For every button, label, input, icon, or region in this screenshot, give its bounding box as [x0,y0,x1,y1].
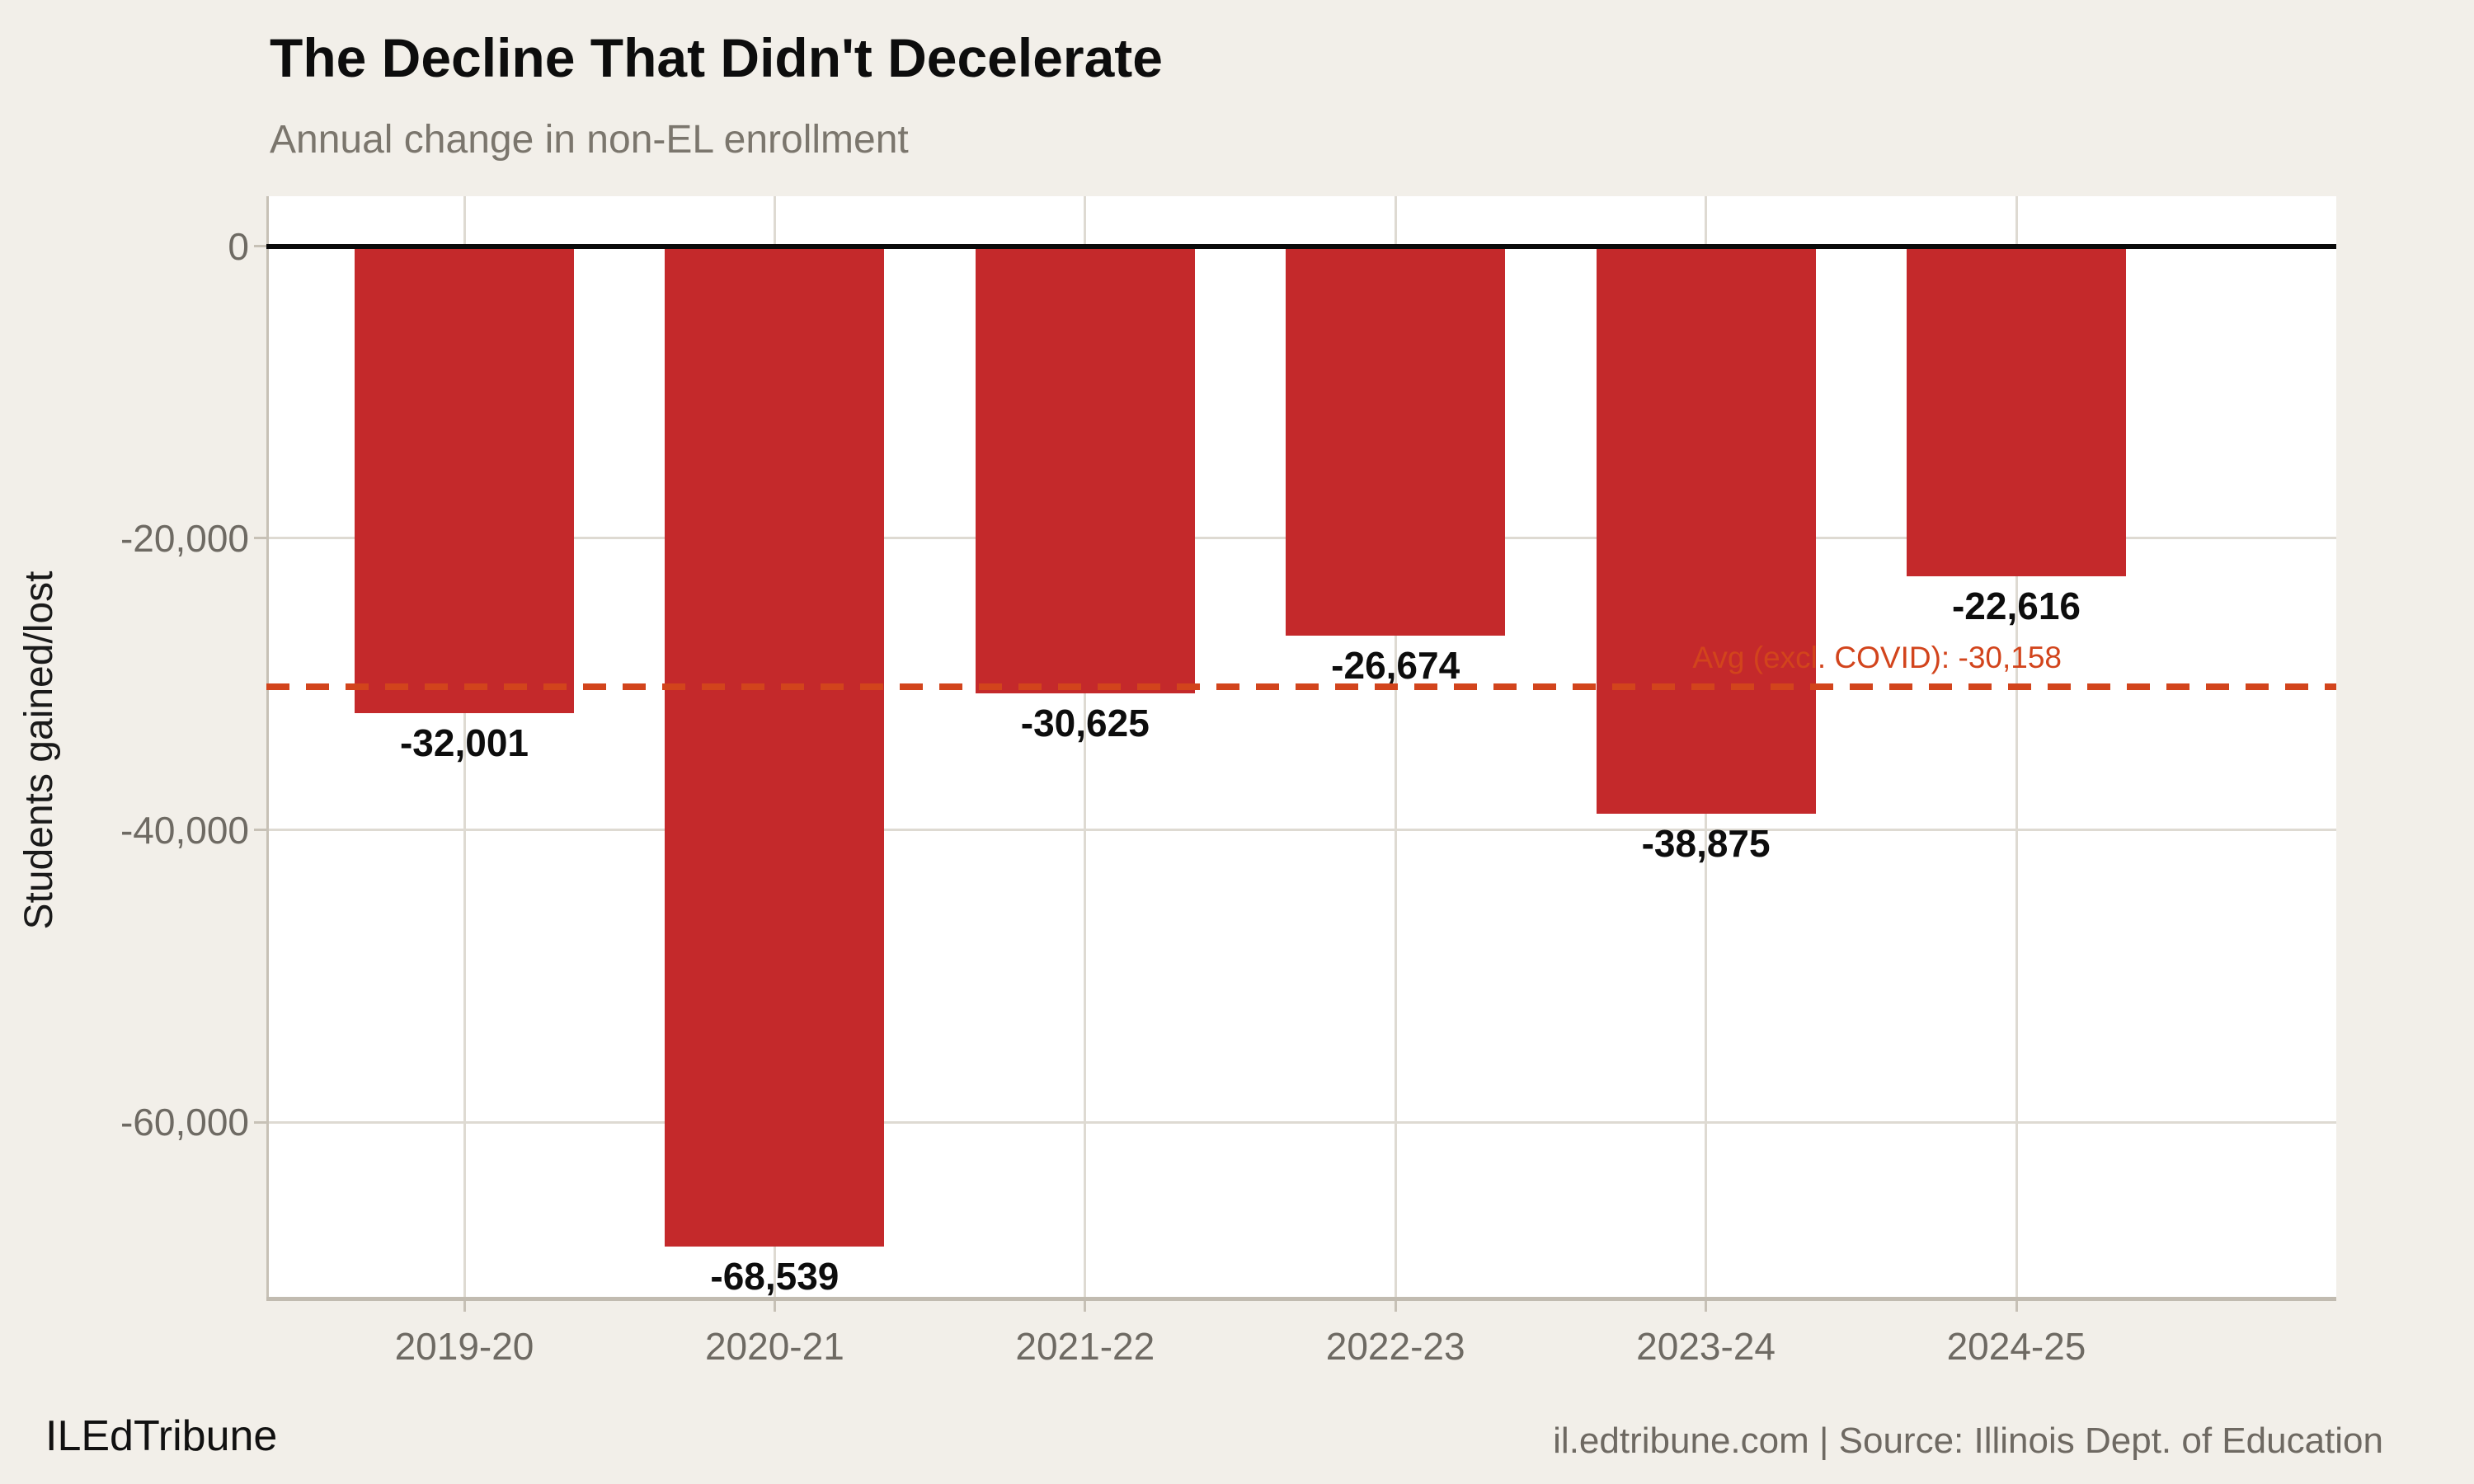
x-gridline [2015,196,2018,1297]
y-tick-label: -20,000 [120,516,249,560]
y-tick-label: -60,000 [120,1101,249,1144]
y-axis-spine [266,196,269,1297]
chart-subtitle: Annual change in non-EL enrollment [270,118,909,162]
x-tick-mark [2015,1297,2018,1312]
x-gridline [1084,196,1087,1297]
x-tick-mark [463,1297,466,1312]
x-tick-mark [773,1297,776,1312]
x-gridline [463,196,466,1297]
source-footer: il.edtribune.com | Source: Illinois Dept… [1553,1421,2383,1461]
bar-value-label: -32,001 [399,721,529,765]
average-reference-line [266,683,2336,690]
x-tick-mark [1394,1297,1397,1312]
x-gridline [1394,196,1397,1297]
x-axis-spine [266,1297,2336,1301]
y-tick-label: 0 [228,224,249,268]
bar-value-label: -26,674 [1331,644,1460,687]
y-tick-mark [254,829,266,832]
bar-value-label: -68,539 [710,1255,840,1298]
x-tick-mark [1705,1297,1708,1312]
x-tick-label: 2021-22 [1015,1325,1155,1368]
y-tick-mark [254,245,266,248]
x-tick-label: 2023-24 [1636,1325,1776,1368]
y-tick-mark [254,537,266,540]
x-tick-label: 2020-21 [704,1325,844,1368]
bar-2021-22 [975,246,1195,693]
x-tick-mark [1084,1297,1087,1312]
bar-value-label: -30,625 [1020,701,1150,744]
x-tick-label: 2024-25 [1946,1325,2086,1368]
bar-2022-23 [1286,246,1506,636]
y-tick-label: -40,000 [120,808,249,852]
bar-value-label: -38,875 [1641,822,1771,866]
bar-2023-24 [1596,246,1816,815]
average-line-label: Avg (excl. COVID): -30,158 [1692,640,2062,674]
zero-axis-line [266,243,2336,249]
brand-footer: ILEdTribune [45,1412,278,1460]
chart-title: The Decline That Didn't Decelerate [270,27,1163,88]
y-gridline [266,1120,2336,1124]
y-gridline [266,829,2336,832]
y-axis-label: Students gained/lost [17,571,61,930]
x-tick-label: 2022-23 [1325,1325,1465,1368]
y-tick-mark [254,1120,266,1124]
x-tick-label: 2019-20 [394,1325,534,1368]
bar-2024-25 [1907,246,2126,577]
bar-2020-21 [665,246,885,1247]
bar-2019-20 [355,246,574,714]
bar-value-label: -22,616 [1951,585,2081,628]
